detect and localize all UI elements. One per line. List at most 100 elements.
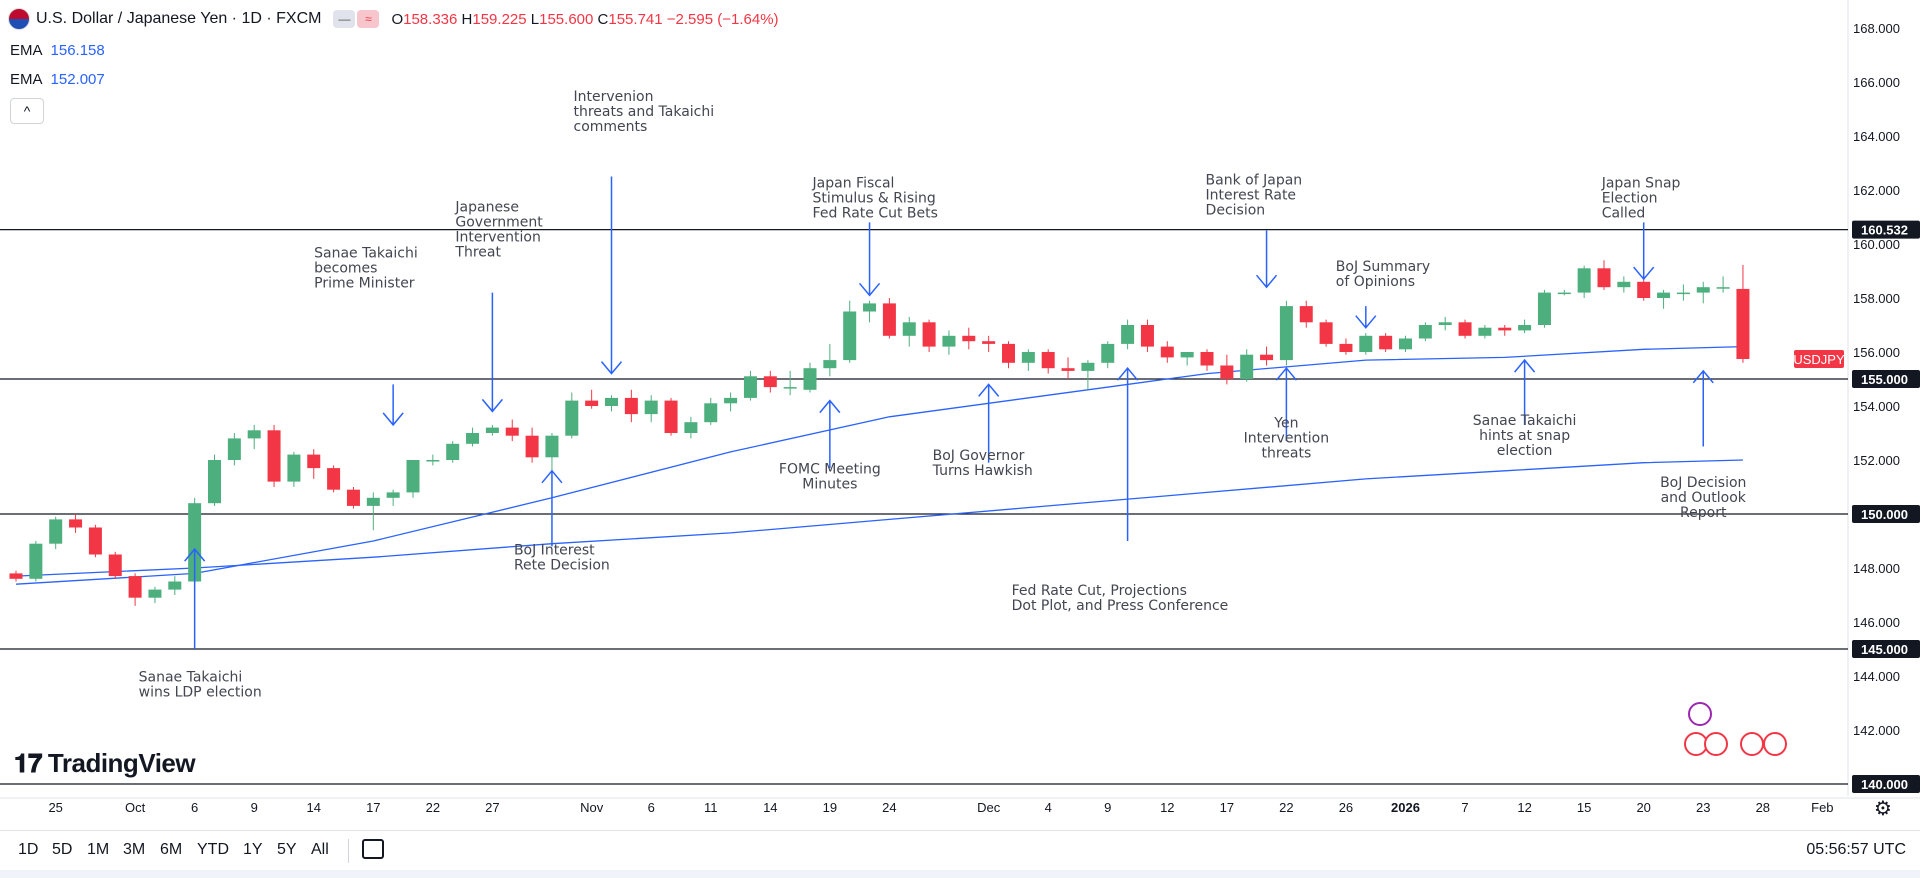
candle-body[interactable] (1518, 325, 1532, 331)
lightning-event-icon[interactable] (1688, 702, 1712, 726)
candle-body[interactable] (307, 454, 321, 469)
candle-body[interactable] (128, 576, 142, 598)
candle-body[interactable] (863, 303, 877, 312)
range-ytd-button[interactable]: YTD (197, 841, 229, 858)
range-all-button[interactable]: All (311, 841, 329, 858)
economic-event-flag-icon[interactable] (1740, 732, 1764, 756)
candle-body[interactable] (1597, 268, 1611, 288)
candle-body[interactable] (545, 435, 559, 458)
candle-body[interactable] (902, 322, 916, 336)
gear-icon[interactable]: ⚙ (1874, 798, 1892, 820)
candle-body[interactable] (525, 435, 539, 458)
candle-body[interactable] (763, 376, 777, 388)
range-3m-button[interactable]: 3M (123, 841, 146, 858)
candle-body[interactable] (1736, 288, 1750, 359)
candle-body[interactable] (743, 376, 757, 398)
candle-body[interactable] (922, 322, 936, 347)
candle-body[interactable] (724, 397, 738, 404)
range-5d-button[interactable]: 5D (52, 841, 73, 858)
candle-body[interactable] (1260, 354, 1274, 361)
candle-body[interactable] (585, 400, 599, 406)
candle-body[interactable] (565, 400, 579, 436)
candle-body[interactable] (1418, 325, 1432, 339)
candle-body[interactable] (366, 497, 380, 506)
candle-body[interactable] (1458, 322, 1472, 336)
candle-body[interactable] (1279, 306, 1293, 361)
candle-body[interactable] (1696, 287, 1710, 293)
candle-body[interactable] (882, 303, 896, 336)
candle-body[interactable] (1041, 352, 1055, 369)
candle-body[interactable] (386, 492, 400, 498)
candle-body[interactable] (1140, 325, 1154, 347)
ema-line[interactable] (15, 345, 1743, 585)
candle-body[interactable] (1339, 343, 1353, 352)
candle-body[interactable] (1359, 335, 1373, 352)
candle-body[interactable] (227, 438, 241, 460)
candle-body[interactable] (644, 400, 658, 415)
candle-body[interactable] (505, 427, 519, 436)
candle-body[interactable] (783, 387, 797, 389)
candle-body[interactable] (624, 397, 638, 415)
candle-body[interactable] (188, 503, 202, 582)
candle-body[interactable] (1061, 368, 1075, 371)
candle-body[interactable] (803, 368, 817, 390)
ema-line[interactable] (15, 459, 1743, 577)
candle-body[interactable] (1299, 306, 1313, 323)
economic-event-flag-icon[interactable] (1684, 732, 1708, 756)
candle-body[interactable] (843, 311, 857, 361)
calendar-icon[interactable] (362, 839, 384, 859)
range-1m-button[interactable]: 1M (87, 841, 110, 858)
range-1d-button[interactable]: 1D (18, 841, 39, 858)
dash-icon[interactable]: — (333, 10, 356, 28)
candle-body[interactable] (1577, 268, 1591, 293)
candle-body[interactable] (823, 360, 837, 369)
candle-body[interactable] (208, 460, 221, 504)
symbol-title[interactable]: U.S. Dollar / Japanese Yen · 1D · FXCM (36, 10, 322, 27)
candle-body[interactable] (267, 430, 281, 482)
ema-legend-2[interactable]: EMA 152.007 (10, 71, 105, 88)
candle-body[interactable] (327, 468, 341, 490)
candle-body[interactable] (605, 397, 618, 406)
candle-body[interactable] (1399, 338, 1412, 350)
candle-body[interactable] (1637, 281, 1651, 298)
candle-body[interactable] (1240, 354, 1254, 379)
candle-body[interactable] (1617, 281, 1631, 288)
candle-body[interactable] (446, 443, 460, 460)
candle-body[interactable] (1379, 335, 1393, 350)
candle-body[interactable] (346, 489, 360, 506)
candle-body[interactable] (1676, 292, 1690, 295)
candle-body[interactable] (1200, 352, 1214, 366)
candle-body[interactable] (247, 430, 261, 439)
candle-body[interactable] (485, 427, 499, 433)
candle-body[interactable] (148, 589, 162, 598)
candle-body[interactable] (962, 335, 976, 342)
candle-body[interactable] (108, 554, 122, 577)
ema-legend-1[interactable]: EMA 156.158 (10, 42, 105, 59)
candle-body[interactable] (287, 454, 301, 482)
collapse-legend-button[interactable]: ^ (10, 98, 44, 124)
candle-body[interactable] (1081, 362, 1095, 371)
candle-body[interactable] (1121, 325, 1135, 344)
candle-body[interactable] (1478, 327, 1492, 336)
wave-icon[interactable]: ≈ (357, 10, 380, 28)
candle-body[interactable] (1557, 292, 1571, 295)
candle-body[interactable] (982, 341, 996, 344)
candle-body[interactable] (426, 460, 440, 462)
candle-body[interactable] (168, 581, 182, 590)
candle-body[interactable] (9, 573, 23, 579)
candle-body[interactable] (1657, 292, 1671, 298)
candle-body[interactable] (406, 460, 420, 493)
candle-body[interactable] (1021, 352, 1035, 363)
candle-body[interactable] (1002, 343, 1015, 363)
candle-body[interactable] (704, 403, 718, 423)
range-6m-button[interactable]: 6M (160, 841, 183, 858)
candle-body[interactable] (1101, 343, 1115, 363)
candle-body[interactable] (69, 519, 83, 528)
candle-body[interactable] (942, 335, 956, 347)
candle-body[interactable] (466, 433, 480, 444)
economic-event-flag-icon[interactable] (1704, 732, 1728, 756)
candle-body[interactable] (1498, 327, 1512, 331)
candle-body[interactable] (1438, 322, 1452, 325)
candle-body[interactable] (1220, 365, 1234, 380)
